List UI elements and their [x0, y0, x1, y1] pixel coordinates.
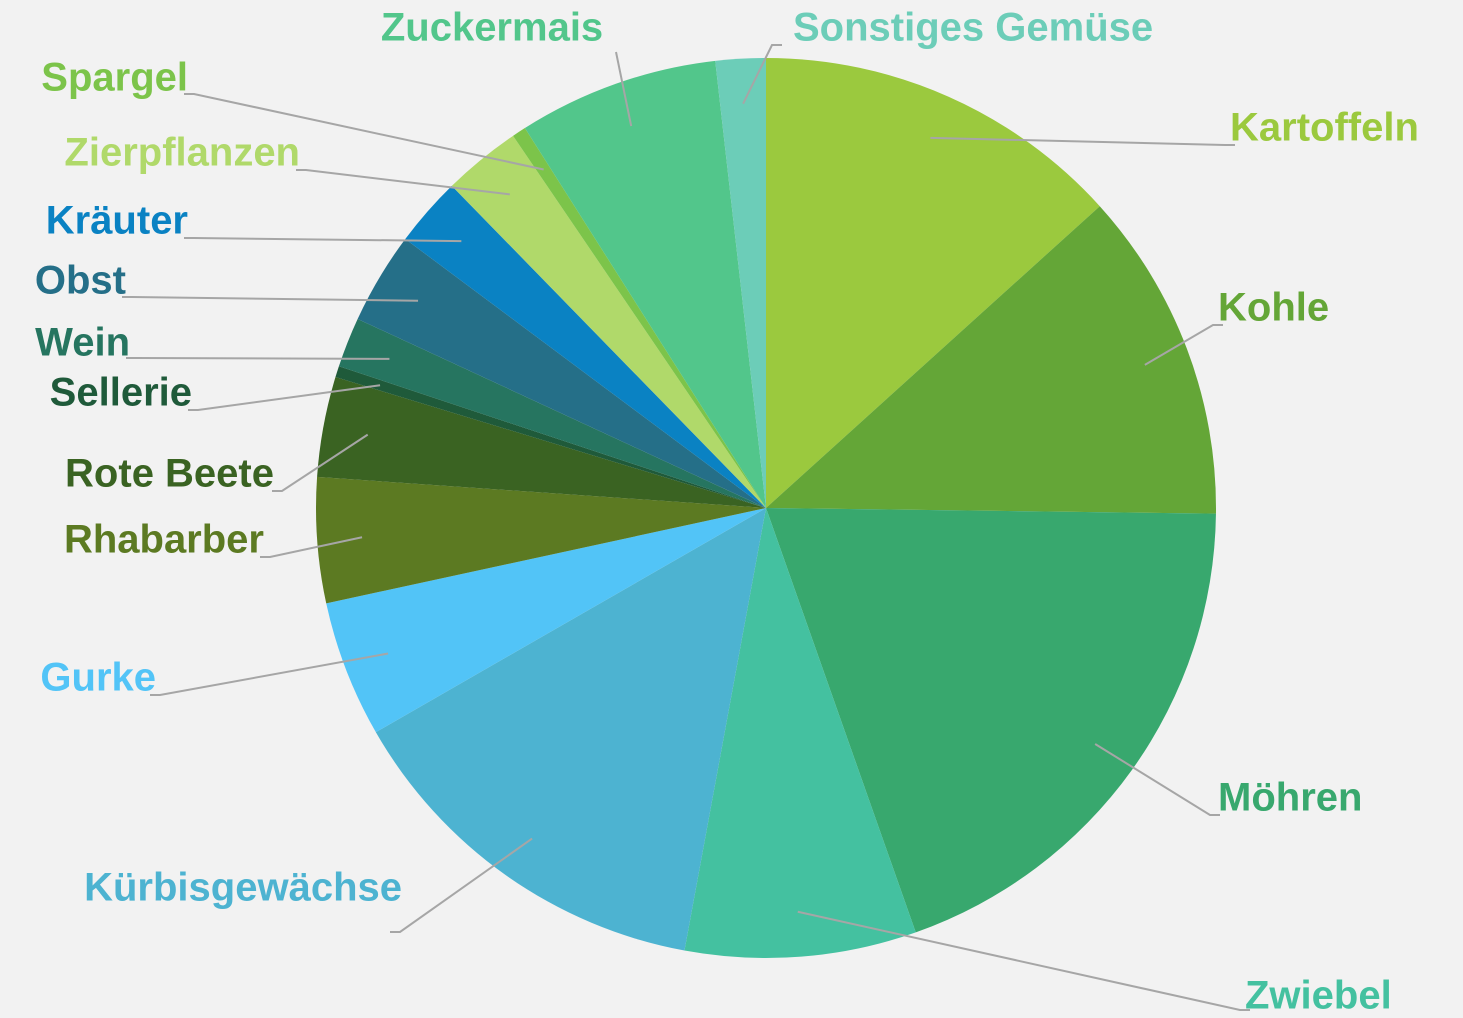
leader-line	[184, 93, 544, 171]
pie-slice	[451, 135, 766, 509]
slice-label: Spargel	[41, 56, 188, 100]
pie-slice	[766, 58, 1100, 508]
slice-label: Sonstiges Gemüse	[793, 6, 1153, 50]
leader-line	[296, 169, 510, 196]
slice-label: Kohle	[1218, 286, 1329, 330]
pie-slice	[766, 508, 1216, 933]
leader-line	[126, 357, 390, 360]
slice-label: Zierpflanzen	[64, 131, 300, 175]
leader-line	[797, 910, 1250, 1011]
pie-slice	[715, 58, 766, 508]
pie-slice	[316, 476, 766, 604]
leader-line	[260, 536, 363, 558]
pie-slice	[513, 128, 766, 508]
slice-label: Sellerie	[50, 371, 192, 415]
leader-line	[188, 384, 381, 411]
pie-slice	[326, 508, 766, 733]
leader-line	[742, 44, 782, 105]
slice-label: Obst	[35, 259, 126, 303]
leader-line	[615, 51, 633, 127]
pie-slice	[357, 238, 766, 509]
slice-label: Rhabarber	[64, 518, 264, 562]
leader-line	[150, 652, 389, 696]
slice-label: Rote Beete	[65, 452, 274, 496]
pie-slice	[766, 206, 1216, 514]
pie-slice	[317, 377, 766, 508]
pie-slice	[375, 508, 766, 951]
leader-line	[1094, 743, 1220, 816]
leader-line	[1144, 324, 1223, 366]
leader-line	[390, 837, 533, 933]
slice-label: Kräuter	[46, 199, 188, 243]
slice-label: Zuckermais	[381, 6, 603, 50]
pie-slice	[524, 60, 766, 508]
slice-label: Zwiebel	[1245, 974, 1392, 1018]
pie-slice	[405, 185, 766, 508]
pie-slice	[338, 318, 766, 508]
slice-label: Kürbisgewächse	[84, 866, 402, 910]
pie-slice	[335, 366, 766, 508]
leader-line	[272, 433, 369, 492]
leader-line	[184, 237, 462, 243]
pie-slice	[684, 508, 916, 958]
leader-line	[122, 296, 419, 302]
slice-label: Gurke	[40, 656, 156, 700]
leader-line	[930, 136, 1235, 146]
slice-label: Möhren	[1218, 776, 1362, 820]
slice-label: Kartoffeln	[1230, 106, 1419, 150]
slice-label: Wein	[35, 321, 130, 365]
